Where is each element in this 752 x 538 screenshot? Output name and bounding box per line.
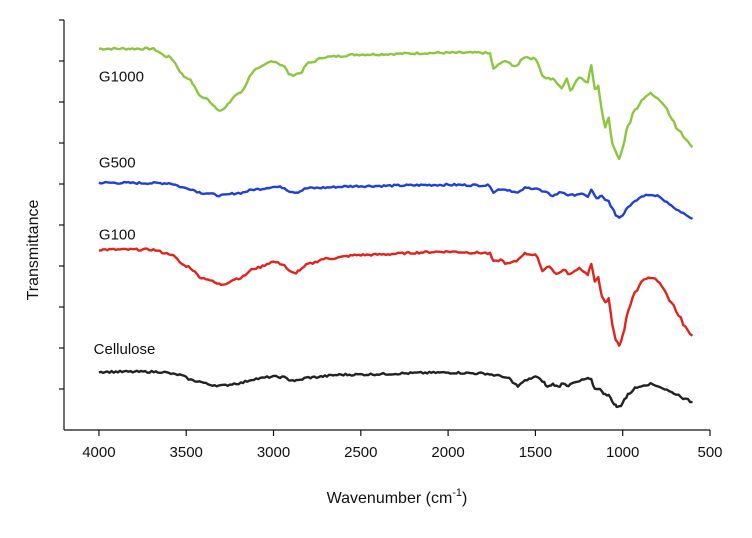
series-line-g1000 [98,46,694,161]
series-group [98,46,694,409]
x-tick-label: 2000 [431,444,464,461]
series-line-g500 [98,180,693,220]
x-tick-label: 1500 [519,444,552,461]
y-ticks [59,19,64,390]
series-label-g500: G500 [99,155,136,172]
x-tick-label: 3000 [257,444,290,461]
y-axis-title: Transmittance [25,200,42,301]
x-tick-label: 4000 [82,444,115,461]
x-tick-label: 500 [697,444,722,461]
x-axis-title-superscript: -1 [452,487,462,499]
series-label-g1000: G1000 [99,69,144,86]
x-axis-title-main: Wavenumber (cm [327,490,453,507]
x-axis-title-end: ) [462,490,467,507]
series-labels: G1000 G500 G100 Cellulose [94,69,156,359]
x-axis-title: Wavenumber (cm-1) [327,487,468,507]
series-line-cellulose [98,369,693,409]
axes: 4000 3500 3000 2500 2000 1500 1000 500 [59,19,723,461]
x-ticks: 4000 3500 3000 2500 2000 1500 1000 500 [82,430,723,461]
series-label-g100: G100 [99,226,136,243]
x-tick-label: 3500 [170,444,203,461]
series-line-g100 [98,247,694,347]
x-tick-label: 2500 [344,444,377,461]
series-label-cellulose: Cellulose [94,341,156,358]
x-tick-label: 1000 [606,444,639,461]
